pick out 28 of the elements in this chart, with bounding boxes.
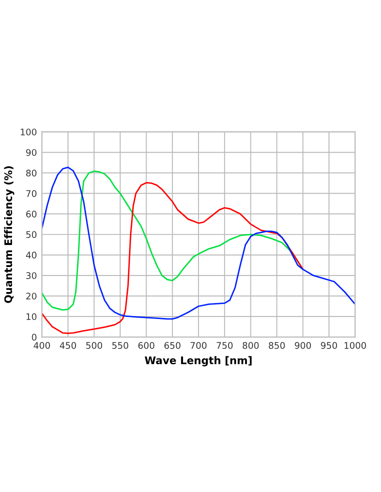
line-series [42, 182, 304, 334]
y-tick-label: 30 [26, 272, 36, 280]
y-tick-label: 60 [26, 210, 36, 218]
x-tick-label: 1000 [344, 342, 366, 349]
y-tick-label: 100 [20, 128, 36, 136]
x-tick-label: 600 [138, 342, 154, 349]
y-tick-label: 50 [26, 231, 36, 238]
line-series [42, 166, 356, 320]
y-tick-label: 0 [32, 334, 36, 341]
y-tick-label: 90 [26, 149, 36, 156]
y-tick-label: 70 [26, 190, 36, 197]
x-tick-label: 950 [320, 342, 338, 349]
y-tick-label: 40 [26, 252, 36, 259]
x-tick-label: 750 [216, 342, 233, 349]
x-tick-label: 700 [190, 342, 207, 349]
x-tick-label: 500 [86, 342, 102, 349]
x-tick-label: 800 [242, 342, 259, 349]
x-tick-label: 850 [268, 342, 285, 349]
x-axis-title: Wave Length [nm] [144, 356, 252, 366]
x-tick-label: 650 [164, 342, 180, 349]
y-tick-label: 20 [26, 292, 36, 300]
y-tick-label: 80 [26, 170, 36, 176]
x-tick-label: 450 [60, 342, 76, 349]
x-tick-label: 550 [112, 342, 128, 349]
y-axis-title: Quantum Efficiency (%) [4, 166, 14, 303]
x-tick-label: 400 [34, 342, 50, 349]
y-tick-label: 10 [26, 313, 36, 320]
x-tick-label: 900 [294, 342, 311, 349]
